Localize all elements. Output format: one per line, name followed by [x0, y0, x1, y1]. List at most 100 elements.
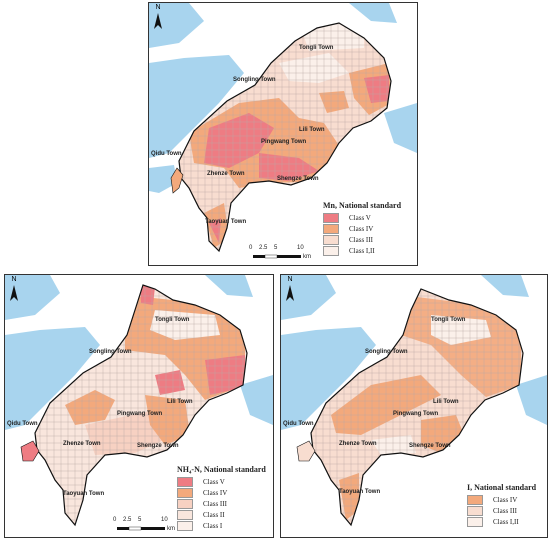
town-label-songling: Songling Town [89, 349, 132, 355]
town-label-zhenze: Zhenze Town [63, 441, 101, 447]
lake [5, 327, 100, 430]
scale-unit: km [303, 254, 311, 260]
town-label-lili: Lili Town [433, 399, 459, 405]
scale-bar [253, 254, 301, 259]
county-boundary [178, 22, 392, 253]
qidu-patch [170, 167, 184, 194]
legend-swatch [467, 516, 483, 527]
lake [5, 275, 60, 320]
scale-tick-0: 0 [113, 517, 117, 523]
legend-swatch [467, 494, 483, 505]
lake [240, 375, 273, 425]
lake [516, 375, 547, 425]
scale-tick-1: 2.5 [123, 517, 132, 523]
town-label-pingwang: Pingwang Town [117, 411, 163, 417]
legend-title: Mn, National standard [323, 201, 402, 210]
legend-swatch [323, 245, 339, 256]
lake [149, 55, 244, 158]
town-label-zhenze: Zhenze Town [207, 171, 245, 177]
scale-tick-0: 0 [249, 245, 253, 251]
town-label-qidu: Qidu Town [151, 151, 182, 157]
town-label-taoyuan: Taoyuan Town [205, 219, 246, 225]
scale-tick-3: 10 [161, 517, 168, 523]
mn-map-svg: Tongli Town Songling Town Lili Town Qidu… [149, 3, 417, 259]
scale-tick-3: 10 [297, 245, 304, 251]
town-label-shengze: Shengze Town [277, 176, 319, 182]
legend-item: Class I [177, 520, 266, 531]
legend-item: Class IV [467, 494, 536, 505]
legend-label: Class V [349, 213, 371, 222]
county-boundary [34, 284, 248, 527]
town-label-pingwang: Pingwang Town [393, 411, 439, 417]
county-boundary [310, 288, 524, 527]
town-label-zhenze: Zhenze Town [339, 441, 377, 447]
legend-swatch [323, 223, 339, 234]
legend-swatch [323, 212, 339, 223]
town-label-songling: Songling Town [365, 349, 408, 355]
legend-label: Class III [349, 235, 373, 244]
legend-label: Class IV [349, 224, 374, 233]
town-label-qidu: Qidu Town [7, 421, 38, 427]
north-arrow-icon [154, 13, 162, 29]
qidu-patch [20, 440, 40, 462]
legend-swatch [323, 234, 339, 245]
town-label-tongli: Tongli Town [299, 45, 334, 51]
town-label-taoyuan: Taoyuan Town [63, 491, 104, 497]
legend-item: Class III [467, 505, 536, 516]
lake [149, 165, 177, 193]
nh4-map-svg: Tongli Town Songling Town Lili Town Qidu… [5, 275, 273, 531]
map-panel-i: Tongli Town Songling Town Lili Town Qidu… [280, 274, 548, 538]
legend-item: Class IV [177, 487, 266, 498]
legend-title: NH₄-N, National standard [177, 465, 266, 474]
town-label-tongli: Tongli Town [431, 317, 466, 323]
town-label-tongli: Tongli Town [155, 317, 190, 323]
north-label: N [11, 276, 17, 283]
scale-bar [117, 526, 165, 531]
legend-item: Class V [323, 212, 401, 223]
lake [149, 3, 204, 48]
legend-title: I, National standard [467, 483, 537, 492]
legend-swatch [177, 487, 193, 498]
north-label: N [287, 276, 293, 283]
lake [481, 275, 529, 297]
town-label-songling: Songling Town [233, 77, 276, 83]
town-label-lili: Lili Town [167, 399, 193, 405]
north-label: N [155, 4, 161, 11]
lake [281, 327, 376, 430]
legend-label: Class IV [493, 495, 518, 504]
legend-swatch [177, 520, 193, 531]
legend-item: Class I,II [323, 245, 401, 256]
town-label-shengze: Shengze Town [137, 443, 179, 449]
legend-label: Class III [493, 506, 517, 515]
map-panel-nh4: Tongli Town Songling Town Lili Town Qidu… [4, 274, 274, 538]
legend-item: Class II [177, 509, 266, 520]
scale-tick-2: 5 [138, 517, 142, 523]
qidu-patch [296, 440, 316, 462]
legend-label: Class I,II [349, 246, 375, 255]
town-label-qidu: Qidu Town [283, 421, 314, 427]
legend-i: I, National standard Class IV Class III … [467, 483, 536, 527]
north-arrow-icon [286, 285, 294, 301]
legend-mn: Mn, National standard Class V Class IV C… [323, 201, 401, 256]
legend-swatch [467, 505, 483, 516]
legend-item: Class V [177, 476, 266, 487]
town-label-shengze: Shengze Town [409, 443, 451, 449]
legend-item: Class I,II [467, 516, 536, 527]
lake [384, 103, 417, 153]
legend-swatch [177, 476, 193, 487]
scale-tick-2: 5 [274, 245, 278, 251]
legend-swatch [177, 498, 193, 509]
lake [205, 275, 253, 297]
legend-label: Class V [203, 477, 225, 486]
scale-tick-1: 2.5 [259, 245, 268, 251]
scale-unit: km [167, 526, 175, 532]
legend-label: Class I [203, 521, 223, 530]
lake [281, 275, 336, 320]
map-panel-mn: Tongli Town Songling Town Lili Town Qidu… [148, 2, 418, 266]
legend-item: Class III [323, 234, 401, 245]
town-label-taoyuan: Taoyuan Town [339, 489, 380, 495]
lake [349, 3, 397, 23]
legend-swatch [177, 509, 193, 520]
legend-label: Class II [203, 510, 225, 519]
legend-label: Class I,II [493, 517, 519, 526]
